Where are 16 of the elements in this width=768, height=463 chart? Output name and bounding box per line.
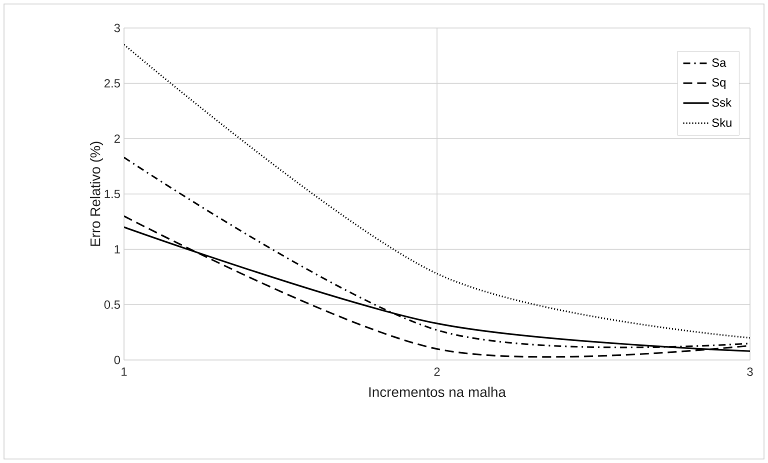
legend-label: Sa — [712, 58, 726, 67]
y-tick-label: 1 — [114, 245, 120, 254]
y-tick-label: 2.5 — [104, 79, 120, 88]
y-tick-label: 0.5 — [104, 300, 120, 309]
x-axis-title: Incrementos na malha — [369, 386, 506, 398]
legend-label: Ssk — [712, 98, 732, 107]
y-tick-label: 1.5 — [104, 190, 120, 198]
y-tick-label: 0 — [114, 356, 120, 364]
x-tick-label: 2 — [434, 367, 440, 376]
y-tick-label: 2 — [114, 134, 120, 143]
x-tick-label: 3 — [747, 367, 753, 376]
y-axis-title: Erro Relativo (%) — [90, 142, 104, 246]
x-tick-label: 1 — [122, 367, 127, 376]
legend-label: Sku — [712, 118, 732, 127]
legend-label: Sq — [712, 78, 726, 90]
y-tick-label: 3 — [114, 24, 120, 32]
